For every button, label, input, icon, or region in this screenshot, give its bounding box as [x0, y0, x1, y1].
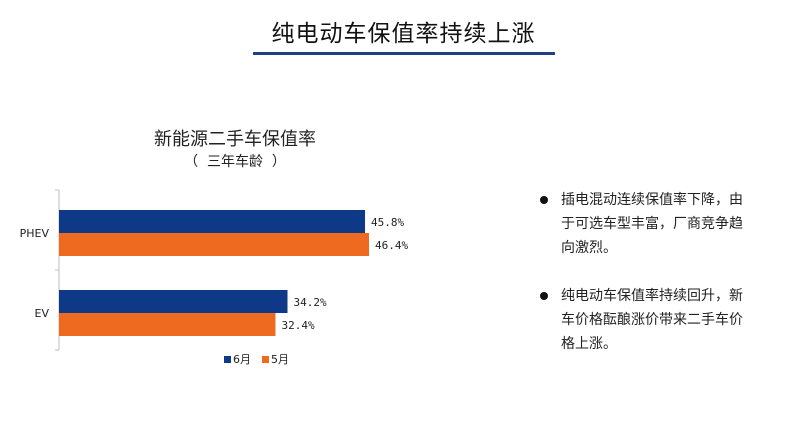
bar-june: [59, 290, 288, 313]
bar-june: [59, 210, 365, 233]
data-label: 46.4%: [375, 239, 408, 252]
bullet-dot-icon: [540, 292, 548, 300]
chart-subtitle: （ 三年车龄 ）: [184, 154, 286, 170]
category-label: PHEV: [20, 227, 50, 240]
data-label: 34.2%: [293, 296, 326, 309]
legend-label: 5月: [271, 353, 289, 366]
data-label: 32.4%: [281, 319, 314, 332]
bar-may: [59, 313, 276, 336]
bullet-text: 插电混动连续保值率下降，由于可选车型丰富，厂商竞争趋向激烈。: [561, 192, 743, 256]
data-label: 45.8%: [371, 216, 404, 229]
bullet-dot-icon: [540, 196, 548, 204]
legend-label: 6月: [233, 353, 251, 366]
legend-swatch: [262, 356, 269, 363]
bullet-item: 纯电动车保值率持续回升，新车价格酝酿涨价带来二手车价格上涨。: [540, 284, 790, 356]
page-title: 纯电动车保值率持续上涨: [271, 21, 536, 47]
legend-swatch: [224, 356, 231, 363]
title-underline: [253, 52, 555, 55]
chart-title: 新能源二手车保值率: [154, 129, 316, 150]
bar-chart: PHEV 45.8% 46.4% EV 34.2% 32.4% 6月 5月: [20, 189, 408, 366]
bar-may: [59, 233, 370, 256]
bullet-item: 插电混动连续保值率下降，由于可选车型丰富，厂商竞争趋向激烈。: [540, 188, 790, 260]
bullet-text: 纯电动车保值率持续回升，新车价格酝酿涨价带来二手车价格上涨。: [561, 288, 743, 352]
bullet-list: 插电混动连续保值率下降，由于可选车型丰富，厂商竞争趋向激烈。 纯电动车保值率持续…: [540, 188, 790, 380]
category-label: EV: [35, 307, 50, 320]
